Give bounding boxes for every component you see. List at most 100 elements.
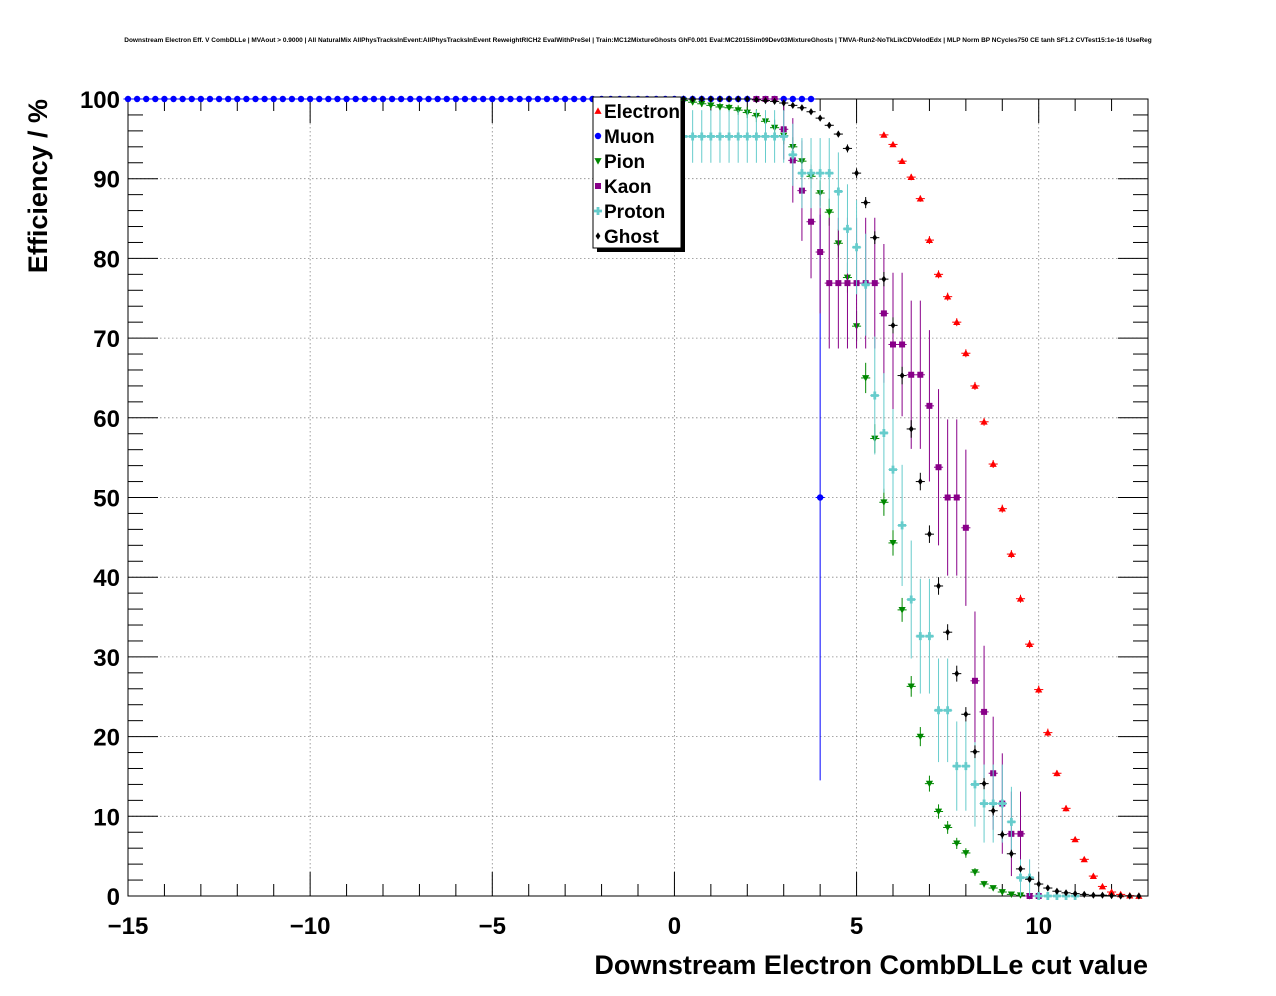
chart-title: Downstream Electron Eff. V CombDLLe | MV… — [124, 37, 1152, 44]
muon-point — [407, 95, 414, 103]
ghost-point — [863, 199, 869, 207]
ghost-point — [1008, 850, 1014, 858]
ghost-point — [1090, 891, 1096, 899]
ghost-point — [735, 95, 741, 103]
muon-point — [398, 95, 405, 103]
muon-point — [261, 95, 268, 103]
electron-point — [944, 293, 952, 300]
muon-point — [316, 95, 323, 103]
y-tick-label: 10 — [93, 804, 120, 831]
proton-point — [861, 280, 870, 289]
proton-point — [970, 780, 979, 789]
muon-point — [334, 95, 341, 103]
electron-point — [953, 318, 961, 326]
ghost-point — [1136, 892, 1142, 900]
proton-point — [743, 132, 752, 141]
x-tick-label: −10 — [290, 913, 331, 940]
legend-entry-ghost: Ghost — [595, 227, 660, 248]
muon-point — [288, 95, 296, 103]
ghost-point — [1118, 892, 1124, 900]
proton-point — [998, 799, 1007, 808]
pion-point — [953, 840, 961, 847]
y-tick-label: 60 — [93, 406, 120, 433]
muon-point — [124, 95, 132, 103]
ghost-point — [981, 780, 987, 788]
series-electron — [879, 131, 1144, 899]
electron-point — [1016, 595, 1025, 602]
pion-point — [698, 100, 706, 108]
muon-point — [297, 95, 305, 103]
series-ghost — [678, 95, 1144, 900]
ghost-point — [799, 104, 805, 112]
ghost-point — [954, 670, 960, 678]
ghost-point — [753, 96, 759, 104]
kaon-point — [935, 464, 942, 471]
legend-entry-electron: Electron — [594, 102, 680, 123]
muon-point — [489, 95, 496, 103]
proton-point — [843, 224, 852, 233]
muon-point — [388, 95, 396, 103]
ghost-point — [817, 114, 823, 122]
pion-point — [944, 824, 952, 832]
legend: Electron Muon Pion Kaon Proton Ghost — [592, 96, 685, 252]
muon-point — [498, 95, 505, 103]
proton-point — [907, 595, 916, 604]
ghost-point — [1063, 889, 1069, 897]
ghost-point — [917, 477, 923, 486]
legend-label-pion: Pion — [604, 152, 645, 173]
pion-point — [880, 499, 888, 506]
x-tick-label: 10 — [1025, 913, 1052, 940]
pion-point — [898, 606, 906, 614]
electron-point — [1062, 804, 1070, 812]
series-proton — [678, 110, 1080, 900]
proton-point — [734, 132, 743, 141]
kaon-point — [953, 494, 960, 501]
ghost-point — [1036, 880, 1042, 888]
muon-point — [352, 95, 359, 103]
ghost-point — [881, 275, 887, 283]
y-tick-label: 70 — [93, 326, 120, 353]
electron-point — [980, 418, 988, 425]
proton-point — [1043, 892, 1052, 900]
legend-label-proton: Proton — [604, 202, 665, 223]
y-tick-label: 50 — [93, 486, 120, 513]
ghost-point — [963, 710, 969, 718]
ghost-point — [690, 95, 696, 103]
proton-point — [961, 762, 970, 771]
kaon-point — [871, 280, 878, 287]
muon-point — [243, 95, 250, 103]
y-axis-label: Efficiency / % — [23, 99, 53, 273]
legend-marker-proton — [594, 207, 602, 216]
kaon-point — [908, 371, 915, 378]
electron-point — [898, 157, 906, 165]
proton-point — [797, 169, 806, 178]
proton-point — [952, 762, 961, 771]
proton-point — [706, 132, 715, 141]
y-tick-label: 0 — [107, 884, 120, 911]
electron-point — [1035, 685, 1043, 693]
ghost-point — [1054, 887, 1060, 895]
muon-point — [361, 95, 368, 103]
ghost-point — [845, 144, 850, 153]
muon-point — [789, 95, 797, 103]
legend-marker-muon — [594, 132, 602, 140]
proton-point — [816, 169, 825, 178]
muon-point — [279, 95, 287, 103]
ghost-point — [835, 130, 841, 138]
ghost-point — [1109, 892, 1114, 900]
kaon-point — [971, 677, 978, 684]
proton-point — [715, 132, 724, 141]
proton-point — [834, 187, 843, 196]
legend-entry-muon: Muon — [594, 127, 655, 148]
legend-label-ghost: Ghost — [604, 227, 660, 248]
pion-point — [962, 850, 970, 857]
proton-point — [925, 632, 934, 641]
proton-point — [934, 706, 943, 715]
legend-entries: Electron Muon Pion Kaon Proton Ghost — [594, 102, 680, 248]
muon-point — [306, 95, 314, 103]
proton-point — [916, 632, 925, 641]
kaon-point — [1017, 830, 1024, 837]
ghost-point — [936, 582, 941, 590]
ghost-point — [772, 97, 778, 105]
